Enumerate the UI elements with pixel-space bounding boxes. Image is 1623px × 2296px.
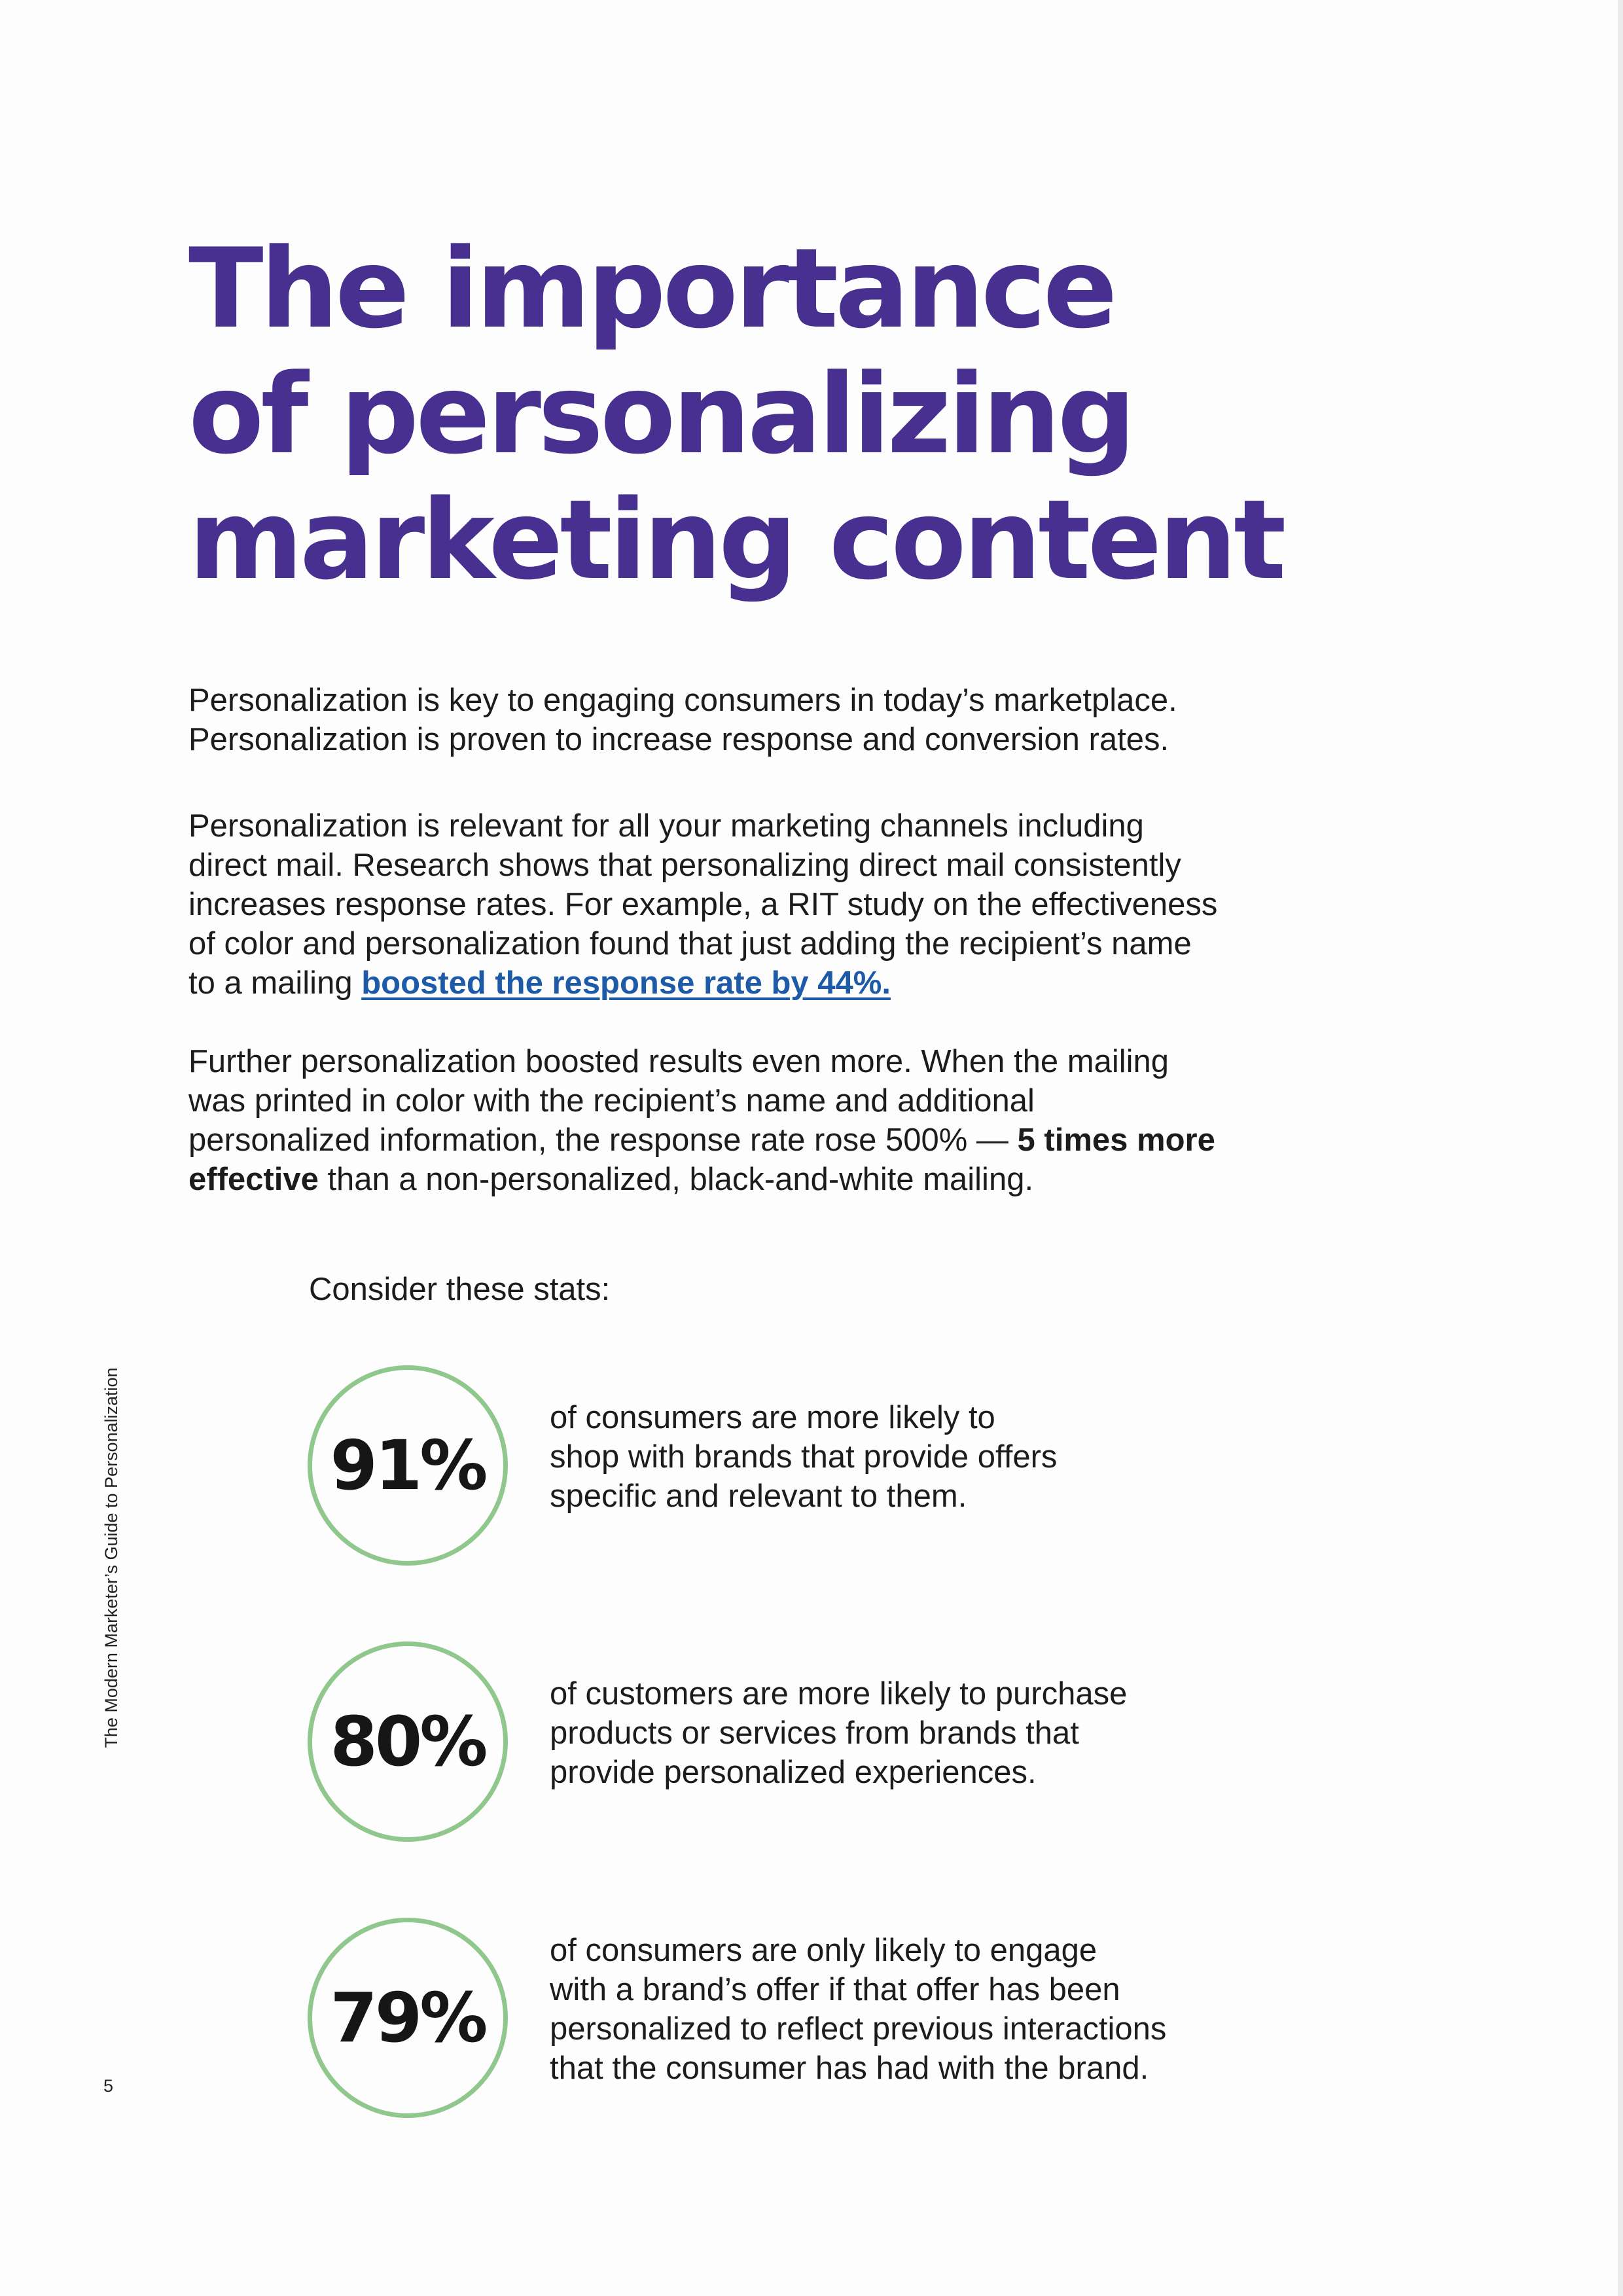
title-line-2: of personalizing bbox=[188, 350, 1136, 478]
results-highlight: 5 times more effective bbox=[188, 1122, 1215, 1197]
research-paragraph: Personalization is relevant for all your… bbox=[188, 806, 1222, 1003]
title-line-3: marketing content bbox=[188, 476, 1286, 604]
stat-description-line: provide personalized experiences. bbox=[550, 1755, 1037, 1790]
stat-description-line: of consumers are more likely to bbox=[550, 1400, 995, 1435]
results-paragraph-end: than a non-personalized, black-and-white… bbox=[318, 1162, 1034, 1197]
stat-value: 80% bbox=[330, 1702, 488, 1782]
stat-description-line: products or services from brands that bbox=[550, 1715, 1079, 1751]
stat-description: of consumers are only likely to engage w… bbox=[550, 1931, 1204, 2088]
intro-paragraph: Personalization is key to engaging consu… bbox=[188, 683, 1177, 757]
stat-description-line: specific and relevant to them. bbox=[550, 1479, 967, 1514]
stat-description-line: that the consumer has had with the brand… bbox=[550, 2051, 1149, 2086]
stat-description: of customers are more likely to purchase… bbox=[550, 1674, 1204, 1792]
page-title: The importance of personalizing marketin… bbox=[188, 224, 1286, 604]
stat-description-line: personalized to reflect previous interac… bbox=[550, 2011, 1167, 2047]
stat-circle: 79% bbox=[308, 1918, 508, 2118]
side-running-title-text: The Modern Marketer’s Guide to Personali… bbox=[101, 1367, 121, 1748]
stat-circle: 80% bbox=[308, 1641, 508, 1842]
stat-description-line: shop with brands that provide offers bbox=[550, 1439, 1058, 1475]
page-edge bbox=[1618, 0, 1623, 2296]
stat-description-line: of consumers are only likely to engage bbox=[550, 1933, 1097, 1968]
stat-item-91: 91% of consumers are more likely to shop… bbox=[308, 1365, 1224, 1566]
stat-value: 79% bbox=[330, 1978, 488, 2058]
results-paragraph: Further personalization boosted results … bbox=[188, 1042, 1222, 1199]
stat-circle: 91% bbox=[308, 1365, 508, 1566]
research-paragraph-text: Personalization is relevant for all your… bbox=[188, 808, 1218, 1001]
stat-description-line: of customers are more likely to purchase bbox=[550, 1676, 1128, 1712]
stat-value: 91% bbox=[330, 1426, 488, 1505]
response-rate-link[interactable]: boosted the response rate by 44%. bbox=[361, 965, 891, 1001]
stat-item-79: 79% of consumers are only likely to enga… bbox=[308, 1918, 1224, 2118]
title-line-1: The importance bbox=[188, 224, 1118, 353]
stat-description-line: with a brand’s offer if that offer has b… bbox=[550, 1972, 1120, 2007]
stat-description: of consumers are more likely to shop wit… bbox=[550, 1398, 1204, 1516]
page-number: 5 bbox=[103, 2076, 114, 2096]
stat-item-80: 80% of customers are more likely to purc… bbox=[308, 1641, 1224, 1842]
stats-intro: Consider these stats: bbox=[309, 1272, 611, 1307]
results-paragraph-text: Further personalization boosted results … bbox=[188, 1044, 1169, 1158]
